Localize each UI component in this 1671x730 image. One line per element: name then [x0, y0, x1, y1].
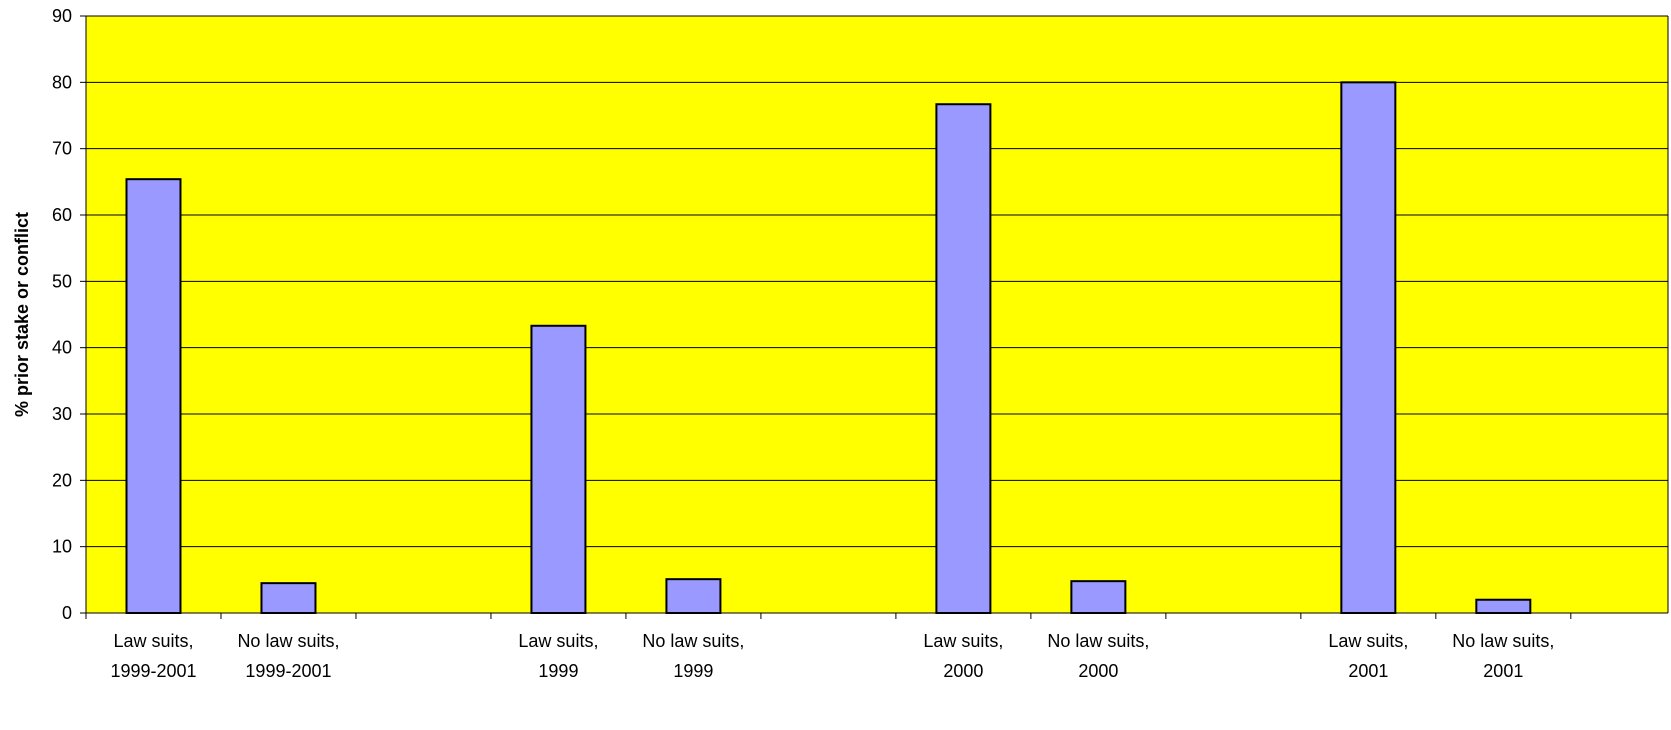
- x-axis-categories: Law suits, 1999-2001 No law suits, 1999-200…: [86, 613, 1571, 681]
- y-tick-label: 60: [52, 205, 72, 225]
- bar: [531, 326, 585, 613]
- x-category-label: 1999-2001: [245, 661, 331, 681]
- bar: [666, 579, 720, 613]
- bar: [1341, 82, 1395, 613]
- x-category-label: 1999: [538, 661, 578, 681]
- y-tick-label: 50: [52, 271, 72, 291]
- x-category-label: No law suits,: [1452, 631, 1554, 651]
- x-category-label: Law suits,: [518, 631, 598, 651]
- bar: [261, 583, 315, 613]
- plot-area: [86, 16, 1668, 613]
- bar: [126, 179, 180, 613]
- bar: [936, 104, 990, 613]
- x-category-label: 2000: [1078, 661, 1118, 681]
- y-axis-ticks: 0 10 20 30 40 50 60 70 80 90: [52, 6, 86, 623]
- bar: [1071, 581, 1125, 613]
- y-tick-label: 20: [52, 470, 72, 490]
- y-tick-label: 30: [52, 404, 72, 424]
- x-category-label: No law suits,: [1047, 631, 1149, 651]
- x-category-label: Law suits,: [1328, 631, 1408, 651]
- y-tick-label: 0: [62, 603, 72, 623]
- x-category-label: Law suits,: [113, 631, 193, 651]
- bar: [1476, 600, 1530, 613]
- x-category-label: 2001: [1483, 661, 1523, 681]
- y-tick-label: 70: [52, 139, 72, 159]
- x-category-label: 1999-2001: [110, 661, 196, 681]
- y-tick-label: 40: [52, 338, 72, 358]
- x-category-label: 1999: [673, 661, 713, 681]
- x-category-label: No law suits,: [237, 631, 339, 651]
- x-category-label: 2000: [943, 661, 983, 681]
- y-tick-label: 10: [52, 537, 72, 557]
- y-axis-label: % prior stake or conflict: [12, 212, 32, 417]
- x-category-label: Law suits,: [923, 631, 1003, 651]
- y-tick-label: 80: [52, 72, 72, 92]
- y-tick-label: 90: [52, 6, 72, 26]
- x-category-label: 2001: [1348, 661, 1388, 681]
- x-category-label: No law suits,: [642, 631, 744, 651]
